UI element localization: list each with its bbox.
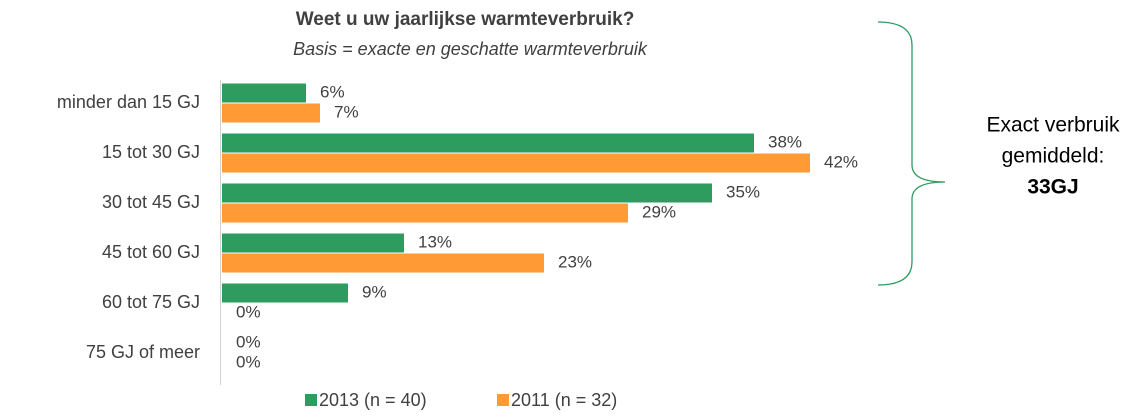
value-label: 13% <box>418 232 452 251</box>
annotation-line: Exact verbruik <box>986 114 1120 137</box>
value-label: 38% <box>768 132 802 151</box>
bar <box>222 153 810 173</box>
value-label: 0% <box>236 332 261 351</box>
legend-label: 2011 (n = 32) <box>511 390 617 410</box>
category-label: 60 tot 75 GJ <box>102 292 200 312</box>
legend-label: 2013 (n = 40) <box>319 390 427 410</box>
category-label: 75 GJ of meer <box>86 342 200 362</box>
category-label: 45 tot 60 GJ <box>102 242 200 262</box>
value-label: 35% <box>726 182 760 201</box>
legend-swatch <box>305 394 317 406</box>
brace <box>877 21 946 286</box>
annotation-line: 33GJ <box>1027 176 1078 199</box>
value-label: 6% <box>320 82 345 101</box>
annotation-line: gemiddeld: <box>1002 145 1105 168</box>
bar <box>222 103 320 123</box>
bar <box>222 183 712 203</box>
legend-swatch <box>497 394 509 406</box>
value-label: 29% <box>642 202 676 221</box>
value-label: 7% <box>334 102 359 121</box>
bar <box>222 283 348 303</box>
value-label: 42% <box>824 152 858 171</box>
bar <box>222 203 628 223</box>
bar <box>222 253 544 273</box>
value-label: 0% <box>236 352 261 371</box>
value-label: 23% <box>558 252 592 271</box>
bar <box>222 133 754 153</box>
chart-title: Weet u uw jaarlijkse warmteverbruik? <box>296 9 635 30</box>
category-label: 15 tot 30 GJ <box>102 142 200 162</box>
category-label: minder dan 15 GJ <box>57 92 200 112</box>
bar <box>222 83 306 103</box>
bar <box>222 233 404 253</box>
category-label: 30 tot 45 GJ <box>102 192 200 212</box>
value-label: 9% <box>362 282 387 301</box>
chart-subtitle: Basis = exacte en geschatte warmteverbru… <box>293 39 648 59</box>
value-label: 0% <box>236 302 261 321</box>
